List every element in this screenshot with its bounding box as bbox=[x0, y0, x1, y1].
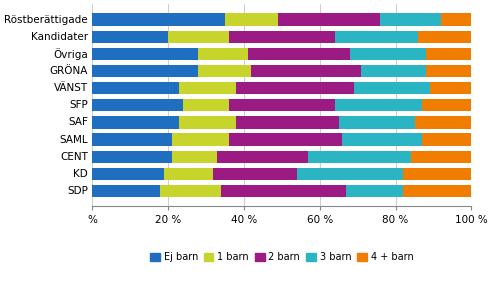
Bar bbox=[278, 13, 380, 26]
Bar bbox=[221, 185, 346, 197]
Bar bbox=[362, 65, 426, 77]
Bar bbox=[308, 151, 411, 163]
Bar bbox=[92, 168, 164, 180]
Bar bbox=[92, 99, 183, 112]
Bar bbox=[92, 151, 172, 163]
Legend: Ej barn, 1 barn, 2 barn, 3 barn, 4 + barn: Ej barn, 1 barn, 2 barn, 3 barn, 4 + bar… bbox=[150, 252, 413, 262]
Bar bbox=[335, 31, 418, 43]
Bar bbox=[403, 168, 471, 180]
Bar bbox=[172, 133, 229, 146]
Bar bbox=[92, 133, 172, 146]
Bar bbox=[297, 168, 403, 180]
Bar bbox=[342, 133, 422, 146]
Bar bbox=[335, 99, 422, 112]
Bar bbox=[229, 133, 342, 146]
Bar bbox=[426, 65, 471, 77]
Bar bbox=[168, 31, 229, 43]
Bar bbox=[422, 99, 471, 112]
Bar bbox=[247, 48, 350, 60]
Bar bbox=[418, 31, 471, 43]
Bar bbox=[251, 65, 362, 77]
Bar bbox=[198, 65, 251, 77]
Bar bbox=[354, 82, 430, 94]
Bar bbox=[164, 168, 214, 180]
Bar bbox=[198, 48, 247, 60]
Bar bbox=[411, 151, 471, 163]
Bar bbox=[92, 31, 168, 43]
Bar bbox=[338, 116, 415, 129]
Bar bbox=[350, 48, 426, 60]
Bar bbox=[92, 116, 179, 129]
Bar bbox=[92, 82, 179, 94]
Bar bbox=[229, 99, 335, 112]
Bar bbox=[441, 13, 471, 26]
Bar bbox=[160, 185, 221, 197]
Bar bbox=[172, 151, 217, 163]
Bar bbox=[426, 48, 471, 60]
Bar bbox=[217, 151, 308, 163]
Bar bbox=[229, 31, 335, 43]
Bar bbox=[422, 133, 471, 146]
Bar bbox=[225, 13, 278, 26]
Bar bbox=[92, 48, 198, 60]
Bar bbox=[214, 168, 297, 180]
Bar bbox=[403, 185, 471, 197]
Bar bbox=[92, 185, 160, 197]
Bar bbox=[92, 65, 198, 77]
Bar bbox=[183, 99, 229, 112]
Bar bbox=[415, 116, 471, 129]
Bar bbox=[236, 82, 354, 94]
Bar bbox=[430, 82, 471, 94]
Bar bbox=[179, 82, 236, 94]
Bar bbox=[236, 116, 338, 129]
Bar bbox=[92, 13, 225, 26]
Bar bbox=[179, 116, 236, 129]
Bar bbox=[346, 185, 403, 197]
Bar bbox=[380, 13, 441, 26]
